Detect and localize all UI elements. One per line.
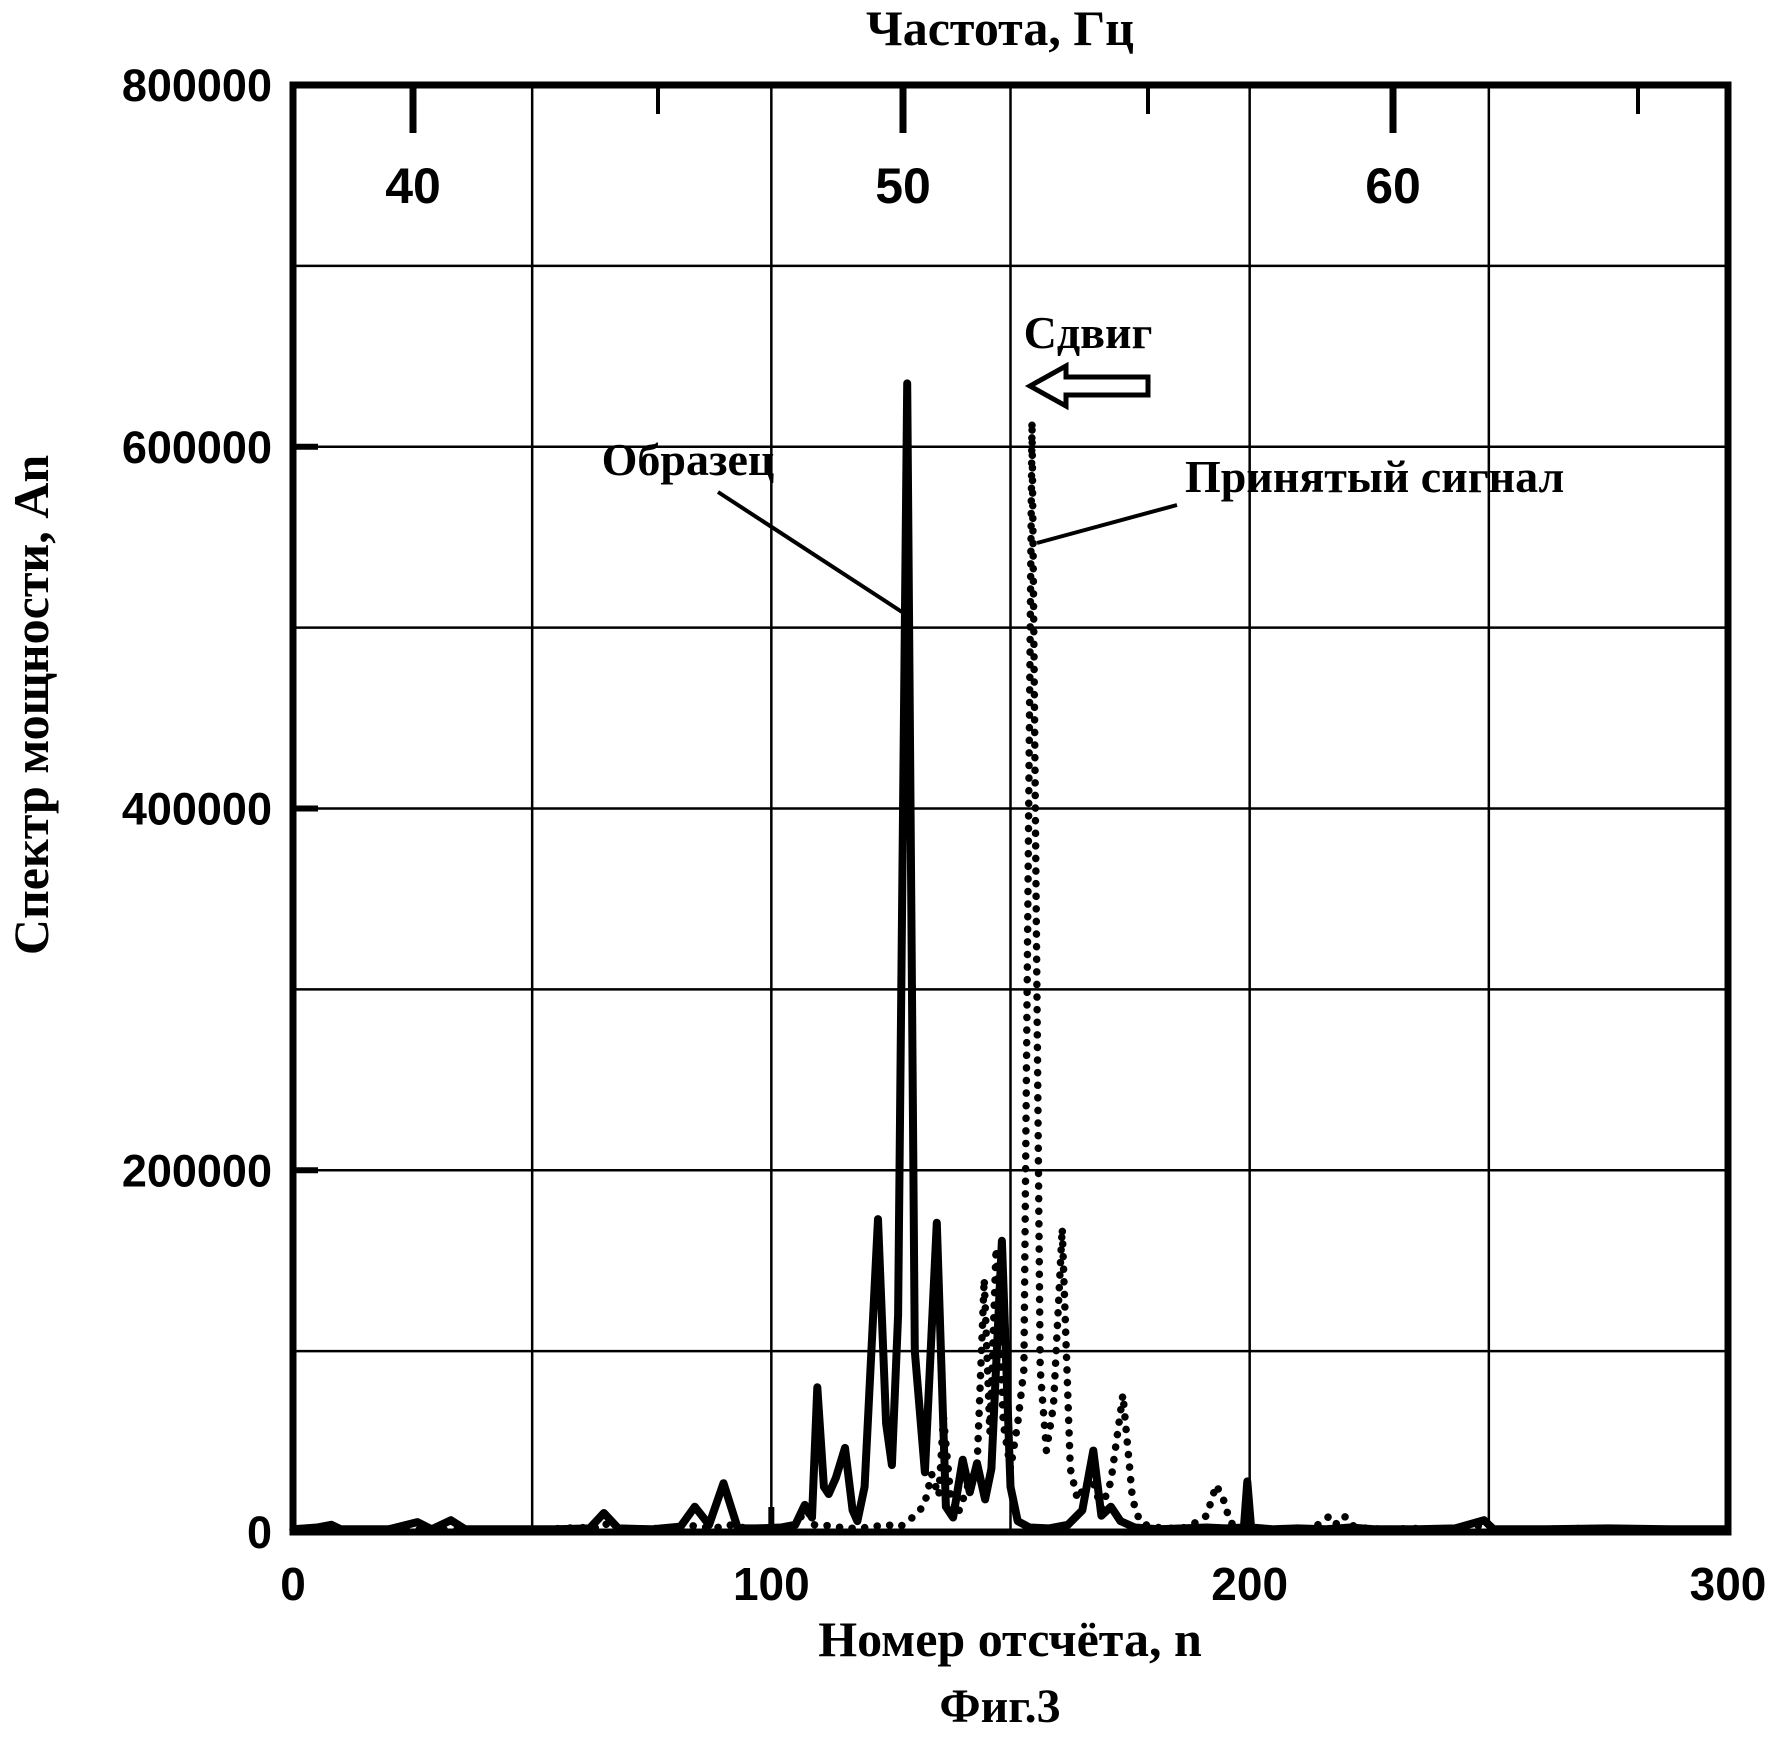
- y-tick-label: 0: [247, 1507, 272, 1558]
- received-series-label: Принятый сигнал: [1185, 451, 1564, 502]
- y-tick-label: 800000: [122, 60, 272, 111]
- received-spectrum-line: [289, 417, 1732, 1534]
- top-tick-label: 50: [875, 158, 931, 214]
- shift-label: Сдвиг: [1024, 307, 1153, 358]
- ticks-layer: [296, 88, 1640, 1529]
- top-tick-label: 60: [1365, 158, 1421, 214]
- plot-frame: [289, 81, 1732, 1536]
- y-axis-title: Спектр мощности, An: [3, 455, 59, 955]
- gridlines-layer: [293, 85, 1728, 1532]
- y-tick-label: 200000: [122, 1145, 272, 1196]
- figure-caption: Фиг.3: [939, 1680, 1060, 1733]
- bottom-tick-label: 300: [1690, 1558, 1767, 1610]
- top-axis-title: Частота, Гц: [866, 0, 1134, 56]
- y-tick-label: 600000: [122, 422, 272, 473]
- y-tick-label: 400000: [122, 784, 272, 835]
- x-axis-title: Номер отсчёта, n: [818, 1611, 1202, 1667]
- tick-labels-layer: 40 50 60 0 100 200 300 0 200000 400000 600000 80000…: [122, 60, 1767, 1610]
- sample-series-label: Образец: [602, 434, 775, 485]
- bottom-tick-label: 0: [280, 1558, 306, 1610]
- received-leader-line: [1036, 503, 1178, 545]
- bottom-tick-label: 200: [1211, 1558, 1288, 1610]
- sample-leader-line: [716, 490, 904, 614]
- shift-left-arrow-icon: [1024, 361, 1151, 411]
- top-tick-label: 40: [385, 158, 441, 214]
- bottom-tick-label: 100: [733, 1558, 810, 1610]
